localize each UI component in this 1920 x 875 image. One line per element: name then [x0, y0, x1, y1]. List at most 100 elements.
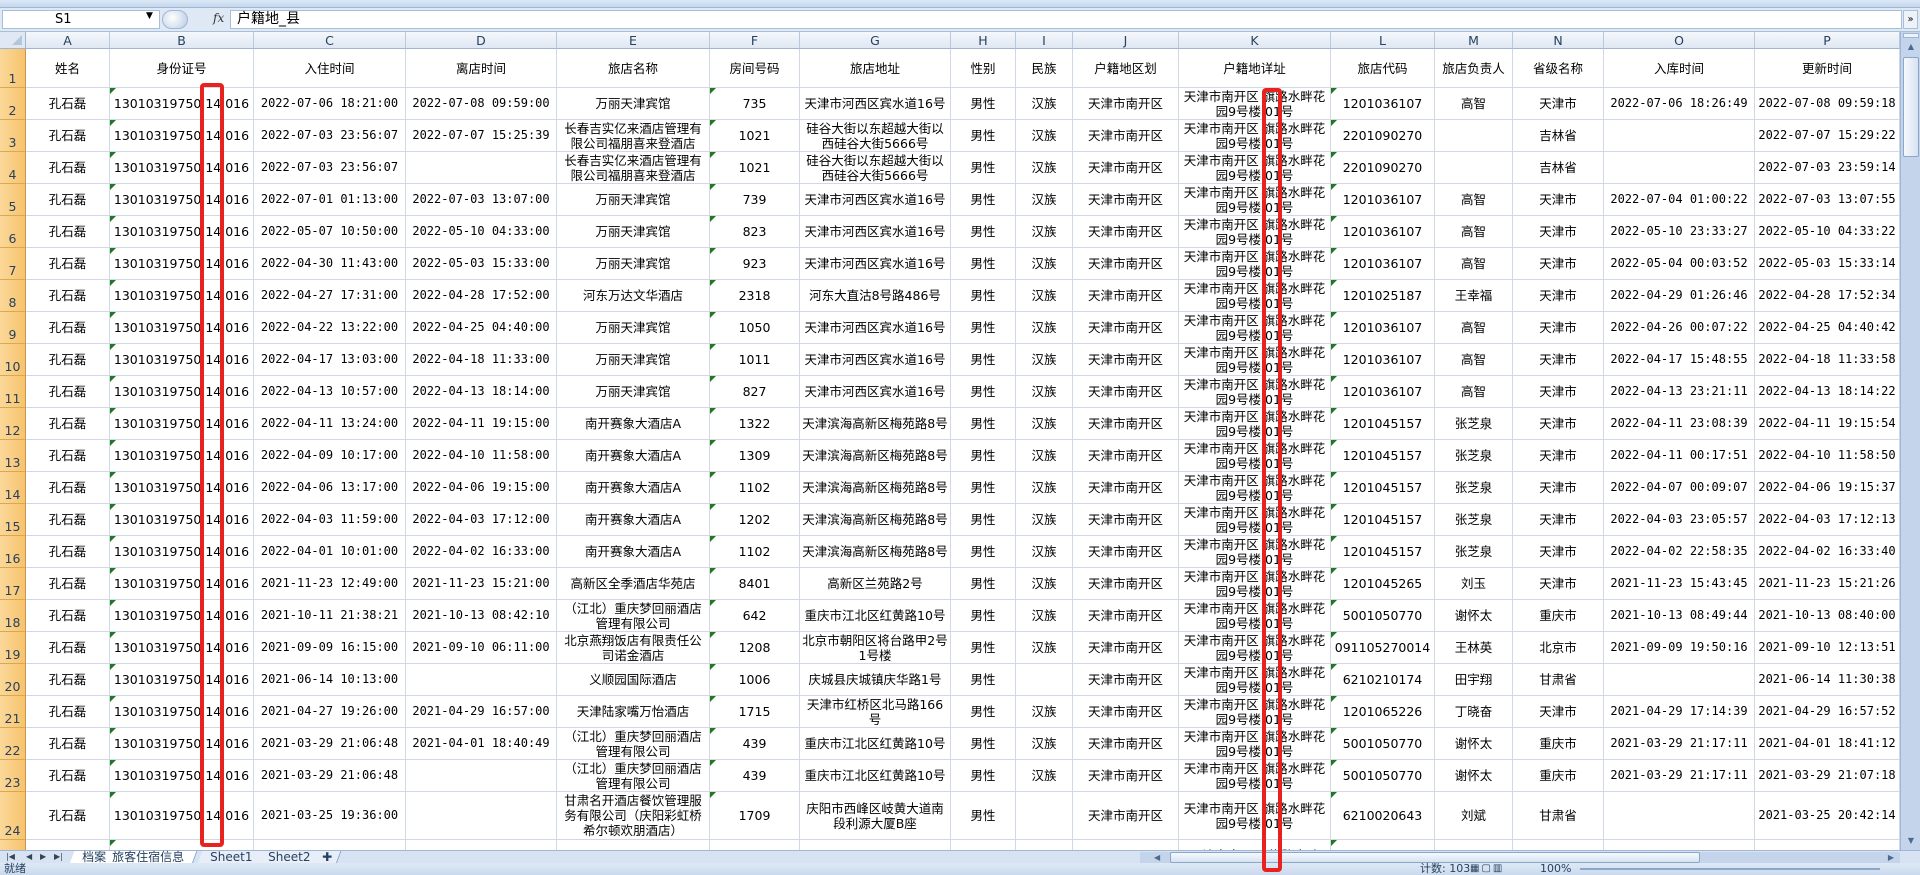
cell-room-number[interactable]: 739: [710, 184, 800, 216]
cell-name[interactable]: 孔石磊: [26, 792, 110, 840]
zoom-level[interactable]: 100%: [1540, 862, 1572, 875]
cell-household-address[interactable]: 天津市南开区 旗路水畔花园9号楼 01号: [1179, 600, 1331, 632]
cell-import-time[interactable]: 2022-04-17 15:48:55: [1604, 344, 1755, 376]
cell-update-time[interactable]: 2022-05-10 04:33:22: [1755, 216, 1900, 248]
cell-household-address[interactable]: 天津市南开区 旗路水畔花园9号楼 01号: [1179, 376, 1331, 408]
header-cell-hotel-address[interactable]: 旅店地址: [800, 49, 951, 88]
cell-update-time[interactable]: 2022-04-10 11:58:50: [1755, 440, 1900, 472]
header-cell-name[interactable]: 姓名: [26, 49, 110, 88]
cell-checkin-time[interactable]: 2022-07-06 18:21:00: [254, 88, 406, 120]
cell-room-number[interactable]: 1202: [710, 504, 800, 536]
header-cell-household-address[interactable]: 户籍地详址: [1179, 49, 1331, 88]
scroll-left-icon[interactable]: ◀: [1154, 853, 1161, 862]
row-header[interactable]: 19: [0, 632, 26, 664]
cell-household-address[interactable]: 天津市南开区 旗路水畔花园9号楼 01号: [1179, 632, 1331, 664]
column-header-H[interactable]: H: [951, 32, 1016, 49]
row-header[interactable]: 11: [0, 376, 26, 408]
cell-room-number[interactable]: 8401: [710, 568, 800, 600]
row-header[interactable]: 14: [0, 472, 26, 504]
cell-hotel-manager[interactable]: 王幸福: [1435, 280, 1513, 312]
cell-gender[interactable]: 男性: [951, 504, 1016, 536]
row-header[interactable]: 23: [0, 760, 26, 792]
cell-room-number[interactable]: 1011: [710, 344, 800, 376]
cell-gender[interactable]: 男性: [951, 376, 1016, 408]
cell-ethnicity[interactable]: 汉族: [1016, 376, 1073, 408]
name-box-dropdown-icon[interactable]: ▼: [146, 11, 153, 21]
row-header[interactable]: 6: [0, 216, 26, 248]
cell-hotel-manager[interactable]: 高智: [1435, 216, 1513, 248]
cell-province[interactable]: 天津市: [1513, 280, 1604, 312]
cell-room-number[interactable]: 439: [710, 728, 800, 760]
cell-checkout-time[interactable]: 2021-11-23 15:21:00: [406, 568, 557, 600]
cell-room-number[interactable]: 439: [710, 760, 800, 792]
cell-name[interactable]: 孔石磊: [26, 696, 110, 728]
cell-household-address[interactable]: 天津市南开区 旗路水畔花园9号楼 01号: [1179, 216, 1331, 248]
cell-checkin-time[interactable]: 2021-10-11 21:38:21: [254, 600, 406, 632]
cell-checkout-time[interactable]: 2022-04-11 19:15:00: [406, 408, 557, 440]
cell-import-time[interactable]: 2022-04-03 23:05:57: [1604, 504, 1755, 536]
cell-ethnicity[interactable]: 汉族: [1016, 88, 1073, 120]
cell-import-time[interactable]: 2022-05-10 23:33:27: [1604, 216, 1755, 248]
cell-household-region[interactable]: 天津市南开区: [1073, 664, 1179, 696]
cell-hotel-address[interactable]: 庆城县庆城镇庆华路1号: [800, 664, 951, 696]
cell-checkin-time[interactable]: 2022-04-01 10:01:00: [254, 536, 406, 568]
cell-household-region[interactable]: 天津市南开区: [1073, 408, 1179, 440]
cell-name[interactable]: 孔石磊: [26, 632, 110, 664]
cell-import-time[interactable]: 2022-04-29 01:26:46: [1604, 280, 1755, 312]
row-header[interactable]: 10: [0, 344, 26, 376]
name-box[interactable]: S1: [2, 10, 160, 29]
cell-name[interactable]: 孔石磊: [26, 760, 110, 792]
cell-checkout-time[interactable]: [406, 664, 557, 696]
cell-hotel-name[interactable]: 万丽天津宾馆: [557, 184, 710, 216]
cell-id-number[interactable]: 13010319750 14 016: [110, 536, 254, 568]
scroll-down-icon[interactable]: ▼: [1907, 836, 1915, 845]
cell-gender[interactable]: 男性: [951, 600, 1016, 632]
cell-import-time[interactable]: 2021-10-13 08:49:44: [1604, 600, 1755, 632]
cell-update-time[interactable]: 2022-04-06 19:15:37: [1755, 472, 1900, 504]
spreadsheet-grid[interactable]: A B C D E F G H I J K L M N O P 1 2 3 4 5 6 7 8 9 10 11 12 13 14 15 16 1…: [0, 32, 1900, 850]
cell-ethnicity[interactable]: [1016, 664, 1073, 696]
cell-ethnicity[interactable]: [1016, 792, 1073, 840]
cell-room-number[interactable]: 1021: [710, 120, 800, 152]
cell-checkout-time[interactable]: [406, 840, 557, 850]
cell-hotel-manager[interactable]: 张芝泉: [1435, 408, 1513, 440]
cell-checkout-time[interactable]: 2022-07-08 09:59:00: [406, 88, 557, 120]
cell-import-time[interactable]: 2022-05-04 00:03:52: [1604, 248, 1755, 280]
cell-hotel-manager[interactable]: [1435, 120, 1513, 152]
cell-update-time[interactable]: 2022-04-03 17:12:13: [1755, 504, 1900, 536]
cell-checkout-time[interactable]: 2022-05-03 15:33:00: [406, 248, 557, 280]
cell-id-number[interactable]: 13010319750 14 016: [110, 600, 254, 632]
cell-update-time[interactable]: 2022-07-03 13:07:55: [1755, 184, 1900, 216]
cell-gender[interactable]: 男性: [951, 88, 1016, 120]
cell-room-number[interactable]: 1102: [710, 472, 800, 504]
vertical-scroll-thumb[interactable]: [1903, 57, 1919, 157]
cell-id-number[interactable]: 13010319750 14 016: [110, 152, 254, 184]
cell-id-number[interactable]: 13010319750 14 016: [110, 632, 254, 664]
cell-gender[interactable]: 男性: [951, 312, 1016, 344]
cell-checkout-time[interactable]: 2021-04-01 18:40:49: [406, 728, 557, 760]
cell-name[interactable]: 孔石磊: [26, 184, 110, 216]
column-header-P[interactable]: P: [1755, 32, 1900, 49]
cell-checkout-time[interactable]: 2022-04-03 17:12:00: [406, 504, 557, 536]
cell-import-time[interactable]: 2022-04-02 22:58:35: [1604, 536, 1755, 568]
cell-hotel-name[interactable]: [557, 840, 710, 850]
cell-ethnicity[interactable]: 汉族: [1016, 216, 1073, 248]
cell-hotel-manager[interactable]: 高智: [1435, 248, 1513, 280]
header-cell-household-region[interactable]: 户籍地区划: [1073, 49, 1179, 88]
cell-hotel-address[interactable]: 天津滨海高新区梅苑路8号: [800, 504, 951, 536]
cell-hotel-name[interactable]: （江北）重庆梦回丽酒店管理有限公司: [557, 600, 710, 632]
cell-id-number[interactable]: 13010319750 14 016: [110, 440, 254, 472]
cell-room-number[interactable]: 827: [710, 376, 800, 408]
cell-hotel-address[interactable]: [800, 840, 951, 850]
cell-checkout-time[interactable]: 2021-10-13 08:42:10: [406, 600, 557, 632]
cell-update-time[interactable]: 2022-07-08 09:59:18: [1755, 88, 1900, 120]
row-header[interactable]: 15: [0, 504, 26, 536]
row-header[interactable]: 24: [0, 792, 26, 840]
cell-ethnicity[interactable]: 汉族: [1016, 408, 1073, 440]
header-cell-hotel-code[interactable]: 旅店代码: [1331, 49, 1435, 88]
cell-room-number[interactable]: 1715: [710, 696, 800, 728]
cell-hotel-address[interactable]: 天津滨海高新区梅苑路8号: [800, 440, 951, 472]
cell-household-region[interactable]: [1073, 840, 1179, 850]
cell-hotel-address[interactable]: 天津市河西区宾水道16号: [800, 376, 951, 408]
cell-gender[interactable]: 男性: [951, 664, 1016, 696]
